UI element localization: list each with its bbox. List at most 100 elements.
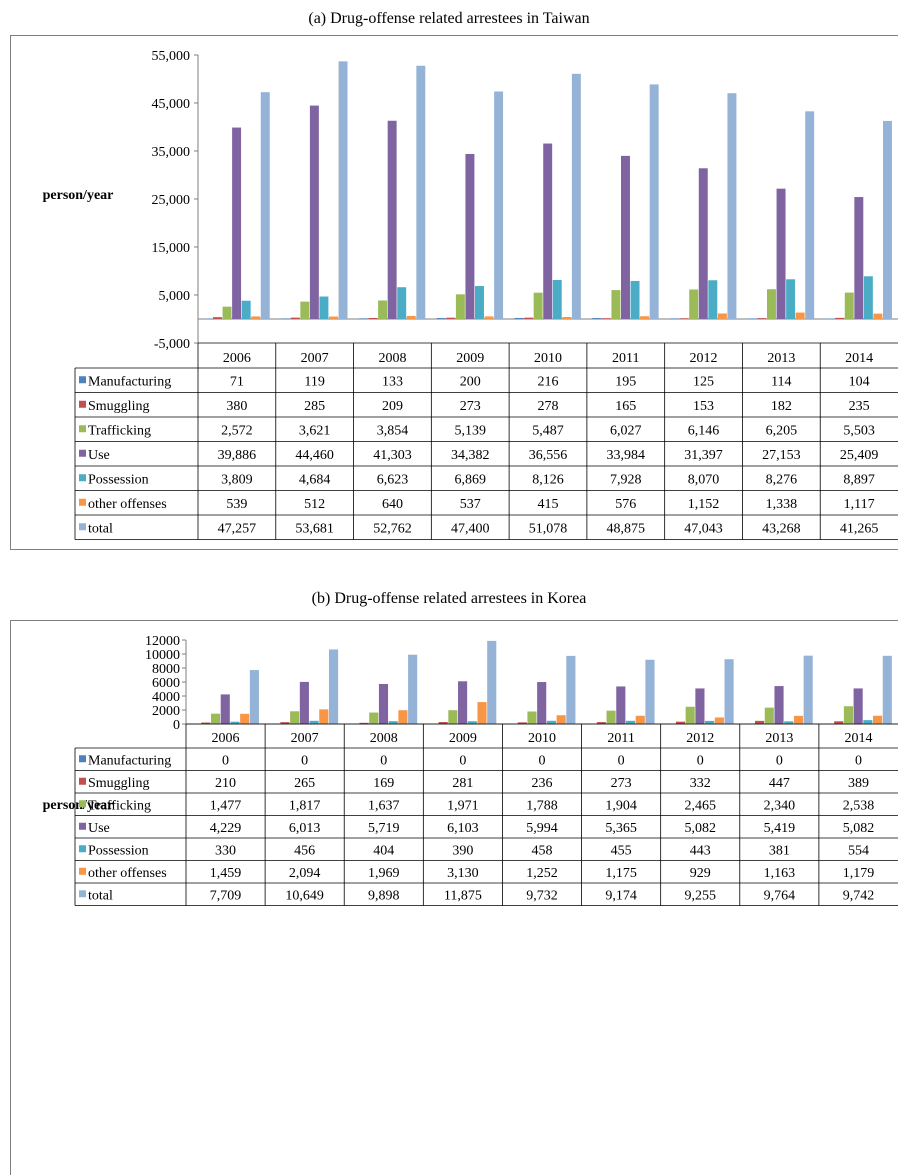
bar-trafficking (527, 711, 536, 724)
table-cell: 5,082 (843, 821, 875, 836)
bar-trafficking (369, 713, 378, 724)
table-cell: 281 (452, 776, 473, 791)
bar-other-offenses (794, 716, 803, 724)
legend-key-possession (79, 845, 86, 852)
category-label: 2010 (528, 731, 556, 746)
table-cell: 2,094 (289, 866, 321, 881)
table-cell: 210 (215, 776, 236, 791)
table-cell: 5,419 (764, 821, 796, 836)
bar-total (250, 670, 259, 724)
bar-possession (784, 721, 793, 724)
category-label: 2007 (291, 731, 319, 746)
bar-other-offenses (319, 709, 328, 724)
y-tick-label: 8000 (152, 662, 180, 677)
table-cell: 169 (373, 776, 394, 791)
table-cell: 389 (848, 776, 869, 791)
category-label: 2008 (370, 731, 398, 746)
y-tick-label: 12000 (145, 634, 180, 649)
table-cell: 265 (294, 776, 315, 791)
bar-possession (705, 721, 714, 724)
legend-label: Trafficking (88, 798, 151, 813)
bar-possession (310, 721, 319, 724)
table-cell: 9,255 (684, 888, 716, 903)
bar-other-offenses (636, 716, 645, 724)
bar-use (221, 694, 230, 724)
bar-possession (626, 721, 635, 724)
table-cell: 381 (769, 843, 790, 858)
bar-trafficking (290, 711, 299, 724)
bar-smuggling (834, 721, 843, 724)
legend-key-total (79, 890, 86, 897)
table-cell: 1,817 (289, 798, 321, 813)
category-label: 2011 (607, 731, 634, 746)
category-label: 2009 (449, 731, 477, 746)
legend-label: Use (88, 821, 110, 836)
bar-use (379, 684, 388, 724)
table-cell: 1,163 (764, 866, 796, 881)
table-cell: 404 (373, 843, 394, 858)
bar-trafficking (844, 706, 853, 724)
table-cell: 1,252 (526, 866, 558, 881)
table-cell: 929 (690, 866, 711, 881)
bar-trafficking (211, 714, 220, 724)
bar-use (854, 688, 863, 724)
table-cell: 5,365 (605, 821, 637, 836)
table-cell: 2,538 (843, 798, 875, 813)
bar-possession (389, 721, 398, 724)
legend-label: Possession (88, 843, 149, 858)
table-cell: 447 (769, 776, 790, 791)
bar-possession (863, 720, 872, 724)
table-cell: 3,130 (447, 866, 479, 881)
table-cell: 0 (222, 753, 229, 768)
table-cell: 2,340 (764, 798, 796, 813)
table-cell: 9,898 (368, 888, 400, 903)
bar-use (537, 682, 546, 724)
bar-use (300, 682, 309, 724)
table-cell: 236 (532, 776, 553, 791)
bar-total (408, 655, 417, 724)
category-label: 2014 (844, 731, 872, 746)
legend-key-trafficking (79, 800, 86, 807)
bar-total (566, 656, 575, 724)
category-label: 2006 (212, 731, 240, 746)
table-cell: 1,637 (368, 798, 400, 813)
table-cell: 455 (611, 843, 632, 858)
table-cell: 390 (452, 843, 473, 858)
legend-key-use (79, 823, 86, 830)
table-cell: 0 (459, 753, 466, 768)
table-cell: 9,742 (843, 888, 875, 903)
bar-use (695, 688, 704, 724)
table-cell: 554 (848, 843, 869, 858)
bar-other-offenses (873, 716, 882, 724)
y-tick-label: 0 (173, 718, 180, 733)
legend-key-smuggling (79, 778, 86, 785)
legend-key-manufacturing (79, 755, 86, 762)
bar-smuggling (755, 721, 764, 724)
table-cell: 1,179 (843, 866, 875, 881)
table-cell: 1,788 (526, 798, 558, 813)
table-cell: 7,709 (210, 888, 242, 903)
table-cell: 11,875 (444, 888, 482, 903)
table-cell: 456 (294, 843, 315, 858)
table-cell: 6,013 (289, 821, 321, 836)
y-tick-label: 10000 (145, 648, 180, 663)
table-cell: 0 (697, 753, 704, 768)
table-cell: 9,174 (605, 888, 637, 903)
bar-possession (468, 721, 477, 724)
table-cell: 1,971 (447, 798, 479, 813)
table-cell: 1,459 (210, 866, 242, 881)
table-cell: 1,969 (368, 866, 400, 881)
table-cell: 10,649 (285, 888, 324, 903)
table-cell: 2,465 (684, 798, 716, 813)
table-cell: 458 (532, 843, 553, 858)
bar-total (329, 649, 338, 724)
table-cell: 1,175 (605, 866, 637, 881)
category-label: 2012 (686, 731, 714, 746)
legend-key-other-offenses (79, 868, 86, 875)
bar-total (725, 659, 734, 724)
bar-total (487, 641, 496, 724)
legend-label: total (88, 888, 113, 903)
legend-label: other offenses (88, 866, 167, 881)
table-cell: 0 (776, 753, 783, 768)
